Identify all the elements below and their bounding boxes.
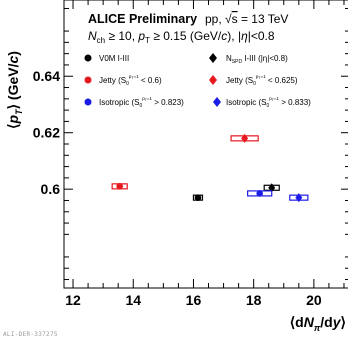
legend-label-isotropic-1: Isotropic (S0pT=1 > 0.823) xyxy=(99,96,184,109)
data-point-series-0 xyxy=(194,194,202,201)
y-tick-label: 0.62 xyxy=(33,125,60,141)
legend: V0M I-III NSPD I-III (|η|<0.8) Jetty (S0… xyxy=(84,53,311,109)
legend-label-nspd: NSPD I-III (|η|<0.8) xyxy=(226,54,288,65)
y-tick-label: 0.6 xyxy=(41,181,61,197)
x-axis-label: ⟨dNπ/dy⟩ xyxy=(290,314,346,333)
y-axis-label: ⟨pT⟩ (GeV/c) xyxy=(5,51,24,129)
y-tick-label: 0.64 xyxy=(33,68,60,84)
legend-label-jetty-2: Jetty (S0pT=1 < 0.625) xyxy=(226,74,298,87)
data-point-series-3 xyxy=(241,133,249,143)
data-point-series-2 xyxy=(116,183,123,190)
legend-marker-v0m xyxy=(84,54,92,62)
data-point-series-1 xyxy=(268,183,276,193)
legend-label-jetty-1: Jetty (S0pT=1 < 0.6) xyxy=(99,74,162,87)
tick-labels: 12 14 16 18 20 0.6 0.62 0.64 xyxy=(33,68,322,308)
x-tick-label: 20 xyxy=(306,292,322,308)
legend-label-isotropic-2: Isotropic (S0pT=1 > 0.833) xyxy=(226,96,311,109)
legend-marker-isotropic-1 xyxy=(84,98,92,106)
plot-frame xyxy=(63,0,348,289)
data-point-series-4 xyxy=(256,190,263,197)
x-tick-label: 18 xyxy=(246,292,262,308)
selection-line: Nch ≥ 10, pT ≥ 0.15 (GeV/c), |η|<0.8 xyxy=(88,29,275,45)
chart-title: ALICE Preliminary xyxy=(88,12,197,26)
legend-marker-nspd xyxy=(209,53,217,63)
legend-marker-jetty-1 xyxy=(84,76,92,84)
x-tick-label: 14 xyxy=(125,292,141,308)
axis-ticks xyxy=(64,0,348,288)
data-point-series-5 xyxy=(295,193,303,203)
x-tick-label: 16 xyxy=(186,292,202,308)
collision-system-label: pp, √s = 13 TeV xyxy=(205,12,288,26)
data-marks xyxy=(111,133,309,203)
figure-id-watermark: ALI-DER-337275 xyxy=(3,331,58,338)
legend-marker-isotropic-2 xyxy=(213,97,221,107)
legend-label-v0m: V0M I-III xyxy=(99,54,129,63)
legend-marker-jetty-2 xyxy=(209,75,217,85)
x-tick-label: 12 xyxy=(65,292,81,308)
